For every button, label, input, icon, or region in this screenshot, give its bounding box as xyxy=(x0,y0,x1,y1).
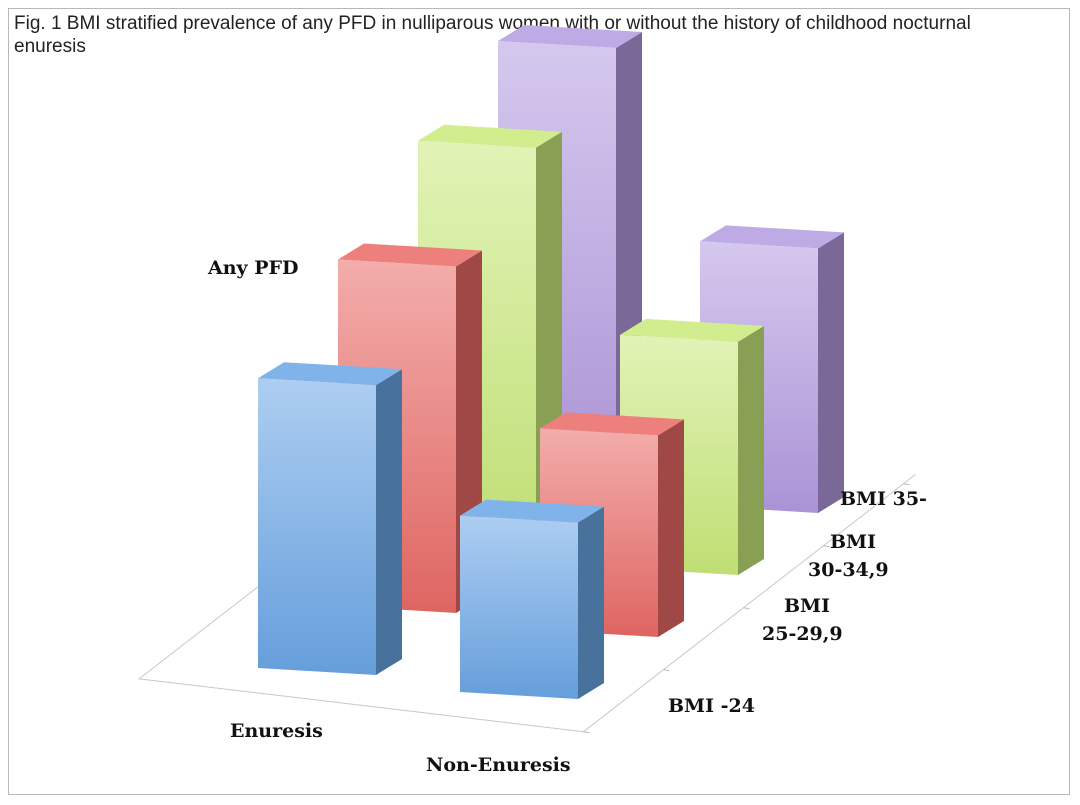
series-axis-tick xyxy=(743,607,750,610)
bar-side-face xyxy=(818,232,844,513)
bar-front-face xyxy=(258,378,376,675)
series-axis-tick xyxy=(583,731,590,734)
bar-top-face xyxy=(620,318,764,342)
series-axis-tick xyxy=(823,545,830,548)
bar-top-face xyxy=(700,225,844,249)
bar-side-face xyxy=(578,506,604,699)
bar-top-face xyxy=(460,499,604,523)
bar-top-face xyxy=(258,362,402,386)
bar-front-face xyxy=(460,515,578,699)
bar-bmi-24-enuresis xyxy=(258,362,402,675)
figure-title: Fig. 1 BMI stratified prevalence of any … xyxy=(14,13,971,57)
group-label-non-enuresis: Non-Enuresis xyxy=(426,754,571,776)
bar-side-face xyxy=(658,419,684,637)
series-label: BMI -24 xyxy=(668,695,755,717)
chart-labels: Any PFD Enuresis Non-Enuresis BMI -24 BMI 25-… xyxy=(207,257,927,776)
bar-top-face xyxy=(338,243,482,267)
chart-bars xyxy=(258,25,844,699)
bar-top-face xyxy=(498,25,642,48)
series-label: BMI 35- xyxy=(840,488,927,510)
bar-top-face xyxy=(418,124,562,148)
series-axis-tick xyxy=(903,483,910,486)
bar-side-face xyxy=(738,325,764,575)
z-axis-label: Any PFD xyxy=(207,257,298,279)
series-label: BMI 25-29,9 xyxy=(762,595,843,645)
bar-top-face xyxy=(540,412,684,436)
series-axis-tick xyxy=(663,669,670,672)
bar-bmi-24-non-enuresis xyxy=(460,499,604,699)
group-label-enuresis: Enuresis xyxy=(230,720,323,742)
series-label: BMI 30-34,9 xyxy=(808,531,889,581)
bar-side-face xyxy=(376,369,402,675)
